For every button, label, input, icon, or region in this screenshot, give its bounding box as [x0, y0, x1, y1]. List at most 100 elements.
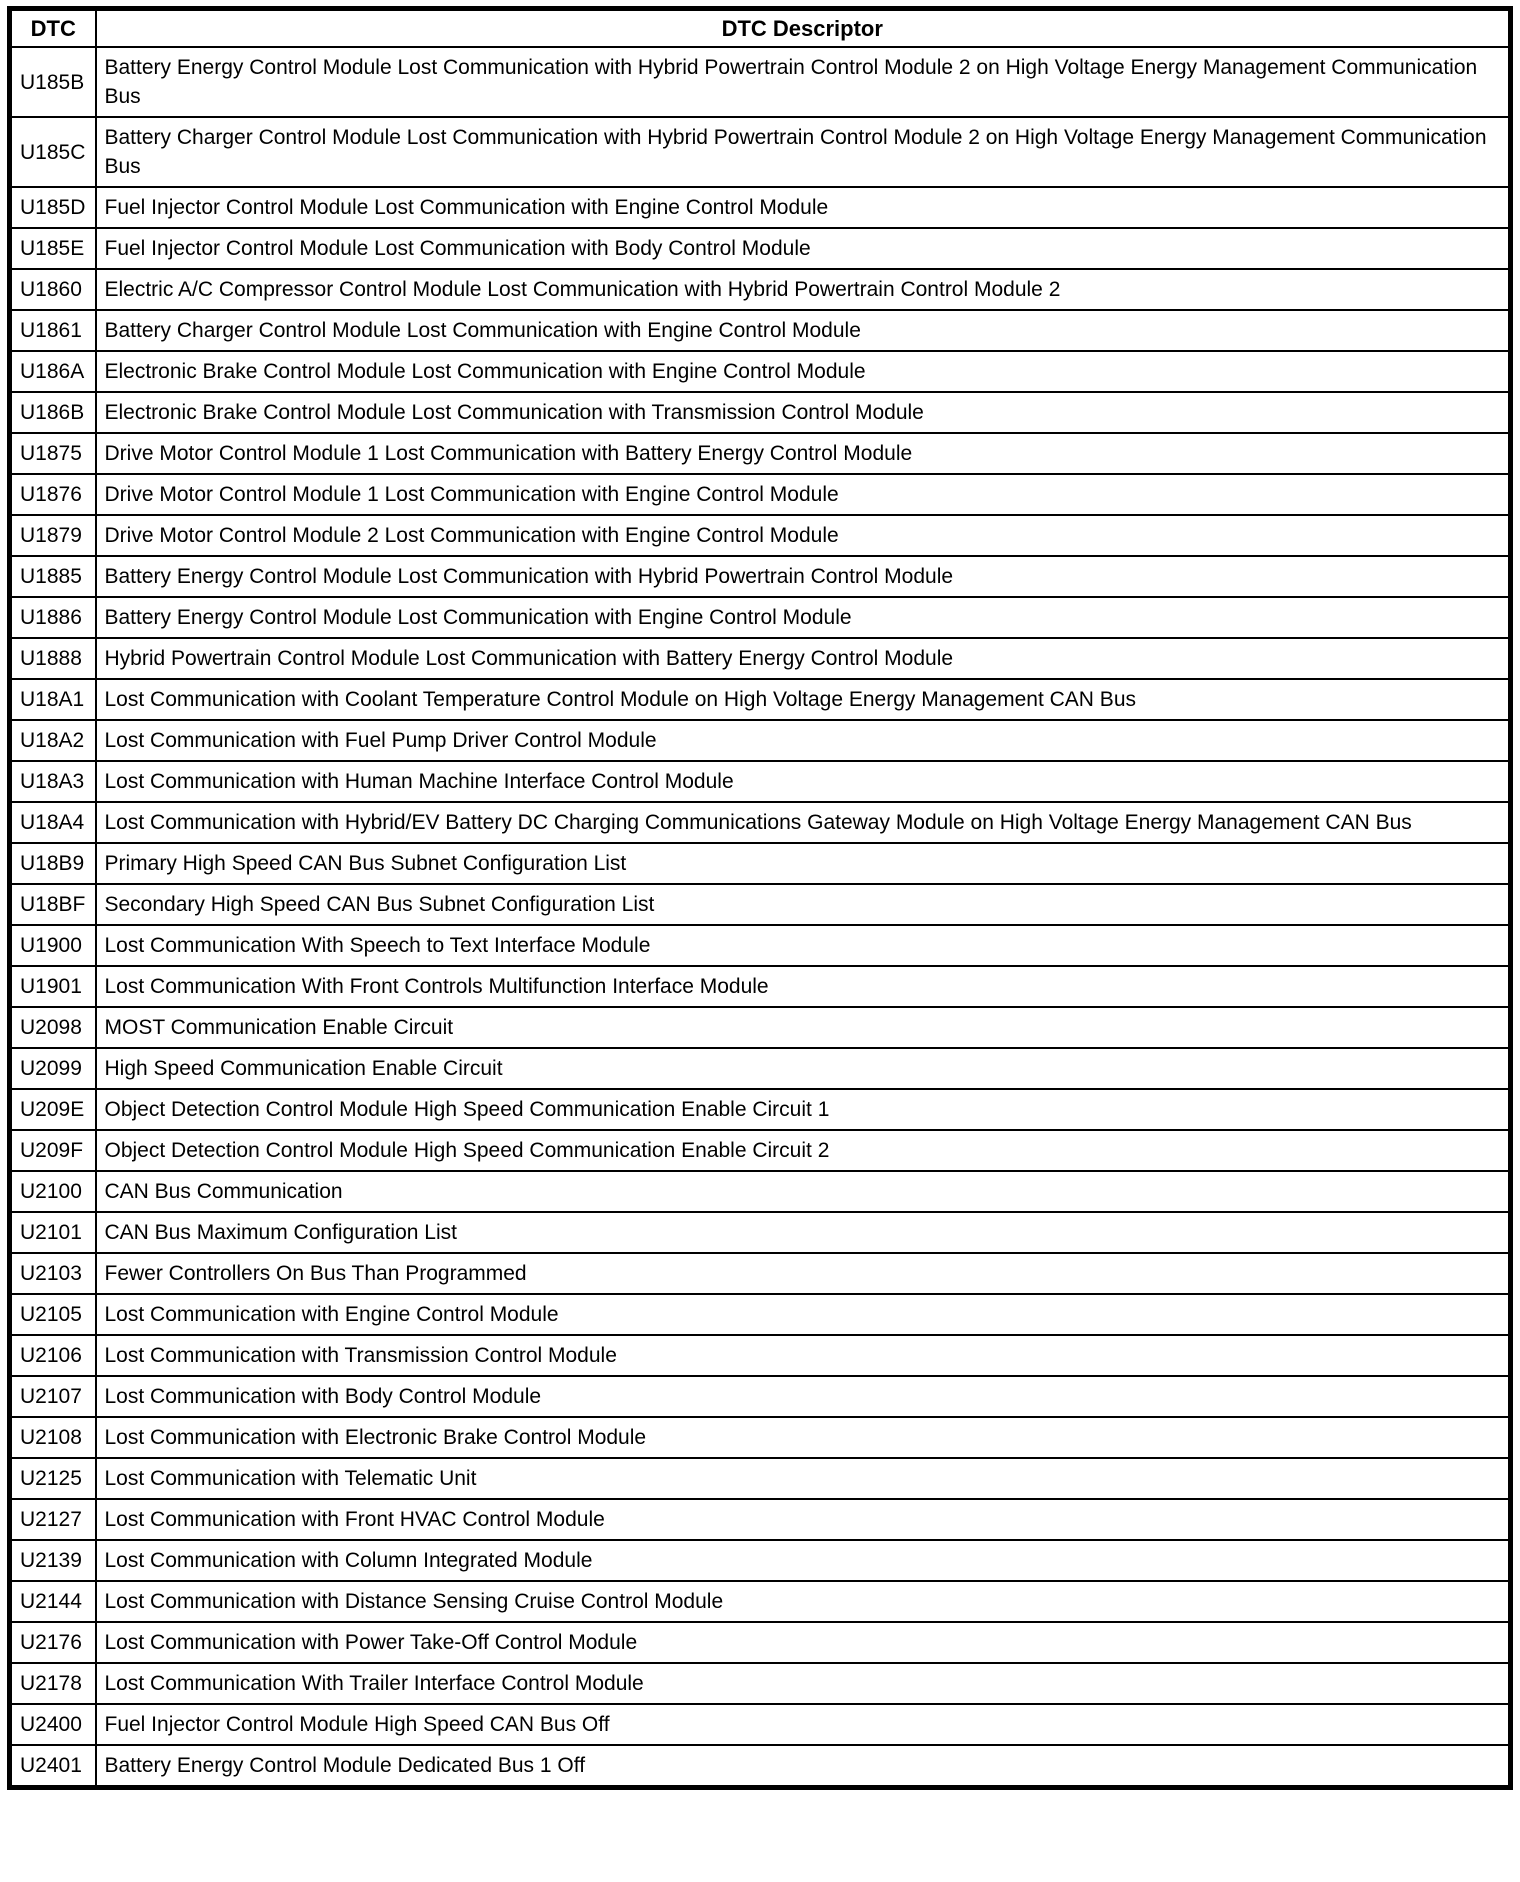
dtc-descriptor-cell: Lost Communication with Distance Sensing…: [94, 1580, 1512, 1623]
dtc-descriptor-cell: Lost Communication with Electronic Brake…: [94, 1416, 1512, 1459]
dtc-code-cell: U2127: [8, 1498, 97, 1541]
dtc-descriptor-cell: Battery Energy Control Module Lost Commu…: [94, 555, 1512, 598]
dtc-code-cell: U1876: [8, 473, 97, 516]
table-row: U2144 Lost Communication with Distance S…: [8, 1580, 1512, 1623]
table-row: U1886 Battery Energy Control Module Lost…: [8, 596, 1512, 639]
table-row: U1901 Lost Communication With Front Cont…: [8, 965, 1512, 1008]
dtc-descriptor-cell: Battery Energy Control Module Lost Commu…: [94, 596, 1512, 639]
dtc-code-cell: U185B: [8, 46, 97, 118]
dtc-code-cell: U1885: [8, 555, 97, 598]
dtc-code-cell: U2101: [8, 1211, 97, 1254]
table-row: U2099 High Speed Communication Enable Ci…: [8, 1047, 1512, 1090]
table-row: U185B Battery Energy Control Module Lost…: [8, 46, 1512, 118]
table-row: U1860 Electric A/C Compressor Control Mo…: [8, 268, 1512, 311]
table-row: U2103 Fewer Controllers On Bus Than Prog…: [8, 1252, 1512, 1295]
table-row: U2107 Lost Communication with Body Contr…: [8, 1375, 1512, 1418]
table-row: U2139 Lost Communication with Column Int…: [8, 1539, 1512, 1582]
table-row: U2178 Lost Communication With Trailer In…: [8, 1662, 1512, 1705]
dtc-descriptor-cell: High Speed Communication Enable Circuit: [94, 1047, 1512, 1090]
dtc-descriptor-cell: Fewer Controllers On Bus Than Programmed: [94, 1252, 1512, 1295]
dtc-code-cell: U185C: [8, 116, 97, 188]
dtc-descriptor-cell: CAN Bus Communication: [94, 1170, 1512, 1213]
dtc-descriptor-cell: Object Detection Control Module High Spe…: [94, 1129, 1512, 1172]
dtc-descriptor-cell: Drive Motor Control Module 2 Lost Commun…: [94, 514, 1512, 557]
dtc-descriptor-cell: Lost Communication with Engine Control M…: [94, 1293, 1512, 1336]
dtc-descriptor-cell: Lost Communication with Fuel Pump Driver…: [94, 719, 1512, 762]
table-row: U2106 Lost Communication with Transmissi…: [8, 1334, 1512, 1377]
dtc-descriptor-cell: Electronic Brake Control Module Lost Com…: [94, 350, 1512, 393]
dtc-descriptor-cell: Lost Communication with Front HVAC Contr…: [94, 1498, 1512, 1541]
table-row: U185D Fuel Injector Control Module Lost …: [8, 186, 1512, 229]
dtc-code-cell: U2401: [8, 1744, 97, 1789]
dtc-code-cell: U2106: [8, 1334, 97, 1377]
table-row: U2100 CAN Bus Communication: [8, 1170, 1512, 1213]
dtc-code-cell: U1879: [8, 514, 97, 557]
dtc-code-cell: U1900: [8, 924, 97, 967]
dtc-code-cell: U18A2: [8, 719, 97, 762]
column-header-dtc: DTC: [8, 7, 97, 48]
dtc-code-cell: U2178: [8, 1662, 97, 1705]
dtc-descriptor-cell: Electric A/C Compressor Control Module L…: [94, 268, 1512, 311]
table-row: U186B Electronic Brake Control Module Lo…: [8, 391, 1512, 434]
dtc-code-cell: U1860: [8, 268, 97, 311]
table-row: U209E Object Detection Control Module Hi…: [8, 1088, 1512, 1131]
table-row: U186A Electronic Brake Control Module Lo…: [8, 350, 1512, 393]
dtc-code-cell: U209E: [8, 1088, 97, 1131]
dtc-code-cell: U1861: [8, 309, 97, 352]
dtc-code-cell: U18A1: [8, 678, 97, 721]
dtc-code-cell: U18A3: [8, 760, 97, 803]
dtc-code-cell: U2125: [8, 1457, 97, 1500]
dtc-code-cell: U2144: [8, 1580, 97, 1623]
dtc-descriptor-cell: Lost Communication with Coolant Temperat…: [94, 678, 1512, 721]
dtc-table: DTC DTC Descriptor U185B Battery Energy …: [7, 6, 1513, 1790]
table-row: U2125 Lost Communication with Telematic …: [8, 1457, 1512, 1500]
table-row: U2108 Lost Communication with Electronic…: [8, 1416, 1512, 1459]
dtc-code-cell: U18BF: [8, 883, 97, 926]
table-row: U2401 Battery Energy Control Module Dedi…: [8, 1744, 1512, 1789]
table-body: U185B Battery Energy Control Module Lost…: [8, 46, 1512, 1789]
dtc-descriptor-cell: MOST Communication Enable Circuit: [94, 1006, 1512, 1049]
column-header-descriptor: DTC Descriptor: [94, 7, 1512, 48]
dtc-code-cell: U1875: [8, 432, 97, 475]
dtc-code-cell: U2176: [8, 1621, 97, 1664]
dtc-code-cell: U1888: [8, 637, 97, 680]
dtc-descriptor-cell: Object Detection Control Module High Spe…: [94, 1088, 1512, 1131]
table-row: U1885 Battery Energy Control Module Lost…: [8, 555, 1512, 598]
table-row: U2105 Lost Communication with Engine Con…: [8, 1293, 1512, 1336]
dtc-code-cell: U2139: [8, 1539, 97, 1582]
document-page: DTC DTC Descriptor U185B Battery Energy …: [7, 6, 1513, 1790]
dtc-code-cell: U209F: [8, 1129, 97, 1172]
table-row: U18A4 Lost Communication with Hybrid/EV …: [8, 801, 1512, 844]
dtc-descriptor-cell: Battery Charger Control Module Lost Comm…: [94, 309, 1512, 352]
table-row: U18A3 Lost Communication with Human Mach…: [8, 760, 1512, 803]
dtc-code-cell: U2107: [8, 1375, 97, 1418]
dtc-descriptor-cell: Drive Motor Control Module 1 Lost Commun…: [94, 473, 1512, 516]
dtc-code-cell: U185E: [8, 227, 97, 270]
table-row: U18A1 Lost Communication with Coolant Te…: [8, 678, 1512, 721]
dtc-descriptor-cell: Battery Energy Control Module Lost Commu…: [94, 46, 1512, 118]
table-row: U2400 Fuel Injector Control Module High …: [8, 1703, 1512, 1746]
table-row: U2098 MOST Communication Enable Circuit: [8, 1006, 1512, 1049]
dtc-descriptor-cell: Fuel Injector Control Module High Speed …: [94, 1703, 1512, 1746]
dtc-descriptor-cell: Lost Communication with Hybrid/EV Batter…: [94, 801, 1512, 844]
dtc-code-cell: U185D: [8, 186, 97, 229]
dtc-descriptor-cell: Lost Communication With Trailer Interfac…: [94, 1662, 1512, 1705]
dtc-descriptor-cell: Lost Communication With Front Controls M…: [94, 965, 1512, 1008]
dtc-code-cell: U1901: [8, 965, 97, 1008]
dtc-code-cell: U18B9: [8, 842, 97, 885]
dtc-descriptor-cell: CAN Bus Maximum Configuration List: [94, 1211, 1512, 1254]
table-row: U209F Object Detection Control Module Hi…: [8, 1129, 1512, 1172]
dtc-code-cell: U186B: [8, 391, 97, 434]
table-row: U1888 Hybrid Powertrain Control Module L…: [8, 637, 1512, 680]
table-row: U185C Battery Charger Control Module Los…: [8, 116, 1512, 188]
table-row: U1861 Battery Charger Control Module Los…: [8, 309, 1512, 352]
dtc-descriptor-cell: Battery Energy Control Module Dedicated …: [94, 1744, 1512, 1789]
dtc-descriptor-cell: Lost Communication with Column Integrate…: [94, 1539, 1512, 1582]
dtc-descriptor-cell: Electronic Brake Control Module Lost Com…: [94, 391, 1512, 434]
table-row: U18BF Secondary High Speed CAN Bus Subne…: [8, 883, 1512, 926]
dtc-descriptor-cell: Drive Motor Control Module 1 Lost Commun…: [94, 432, 1512, 475]
table-row: U1879 Drive Motor Control Module 2 Lost …: [8, 514, 1512, 557]
dtc-descriptor-cell: Lost Communication With Speech to Text I…: [94, 924, 1512, 967]
dtc-code-cell: U2108: [8, 1416, 97, 1459]
dtc-code-cell: U2105: [8, 1293, 97, 1336]
